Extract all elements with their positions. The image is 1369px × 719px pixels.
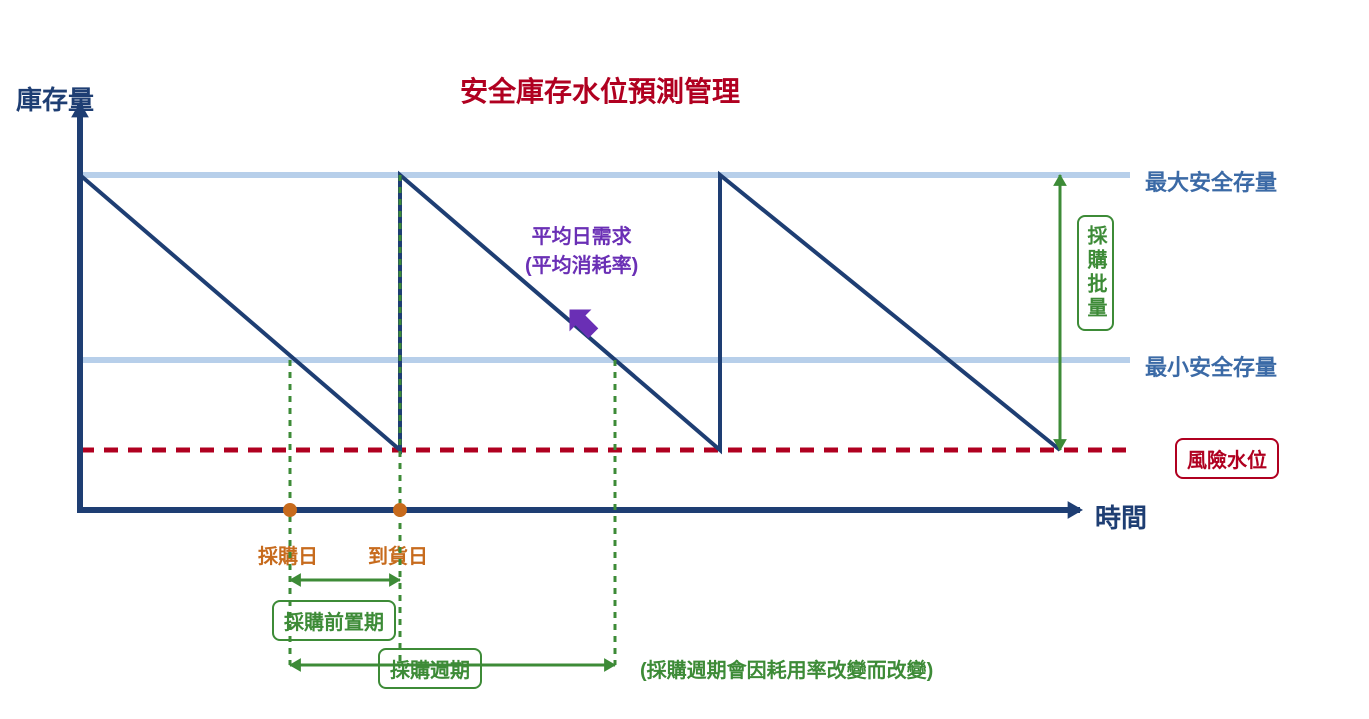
diagram-svg [0, 0, 1369, 719]
diagram-stage: 安全庫存水位預測管理 庫存量 時間 最大安全存量 最小安全存量 風險水位 平均日… [0, 0, 1369, 719]
